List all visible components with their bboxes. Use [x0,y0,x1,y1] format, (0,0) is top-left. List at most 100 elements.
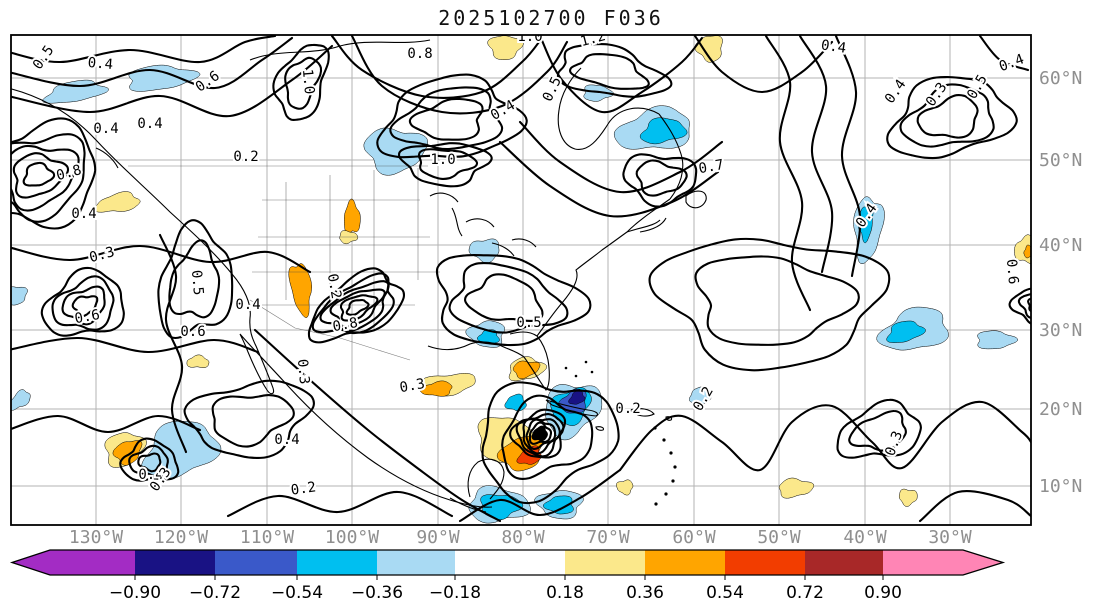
contour-value-label: 0.2 [324,272,344,300]
contour-value-label: 0.2 [233,149,258,165]
contour-ring [329,288,386,328]
contour-ring [648,237,891,372]
contour-ring [1008,287,1031,325]
shaded-patch [11,286,28,306]
contour-ring [51,275,115,331]
contour-value-label: 0.5 [188,269,206,296]
shaded-patch [419,380,453,397]
contour-value-label: 1.0 [430,152,455,168]
contour-ring [481,381,620,505]
coastline-path [685,190,707,209]
contour-ring [11,117,97,230]
contour-ring [848,409,907,452]
colorbar-tick-label: −0.36 [351,583,403,603]
lon-tick-label: 90°W [416,527,460,548]
contour-value-label: 0.7 [697,157,725,177]
contour-ring [531,425,548,442]
contour-ring [119,437,180,482]
lon-tick-label: 30°W [928,527,972,548]
colorbar-segment [883,550,963,575]
colorbar-tick-label: 0.36 [626,583,664,603]
contour-value-label: 0.6 [180,324,205,340]
contour-ring [311,272,395,335]
contour-value-label: 0.4 [882,77,910,107]
island-dot [664,492,668,496]
contour-ring [307,267,405,344]
contour-open-line [226,490,454,518]
coastline-path [628,408,655,417]
colorbar: −0.90 −0.72 −0.54 −0.36 −0.18 0.18 0.36 0.54 0.7… [9,549,1006,603]
contour-open-line [11,44,334,118]
contour-open-line [11,36,294,90]
contour-open-line [330,35,544,99]
contour-lines [11,35,1031,523]
shaded-patch [42,79,109,104]
contour-ring [635,159,688,197]
island-dot [673,465,677,469]
contour-ring [345,298,370,316]
shaded-patch [487,35,524,60]
shaded-patch [11,389,31,411]
contour-open-line [11,244,312,274]
contour-ring [509,408,567,459]
contour-value-label: 0.4 [235,297,260,313]
axis-tick-labels: 130°W 120°W 110°W 100°W 90°W 80°W 70°W 60°W 50°W… [69,68,1082,548]
contour-open-line [498,140,720,218]
shaded-patch [616,479,634,496]
contour-open-line [798,35,834,274]
contour-open-line [834,35,862,278]
colorbar-tick-label: −0.90 [109,583,161,603]
island-dot [671,479,675,483]
contour-open-line [618,400,1031,472]
contour-ring [40,266,125,337]
colorbar-tick-label: −0.54 [271,583,323,603]
contour-value-label: 0.4 [997,51,1026,75]
contour-value-label: 0.4 [820,37,847,56]
lon-tick-label: 40°W [843,527,887,548]
lat-tick-label: 60°N [1039,68,1082,89]
lon-tick-label: 130°W [69,527,123,548]
contour-open-line [518,120,724,194]
contour-ring [284,56,323,110]
lat-tick-label: 50°N [1039,150,1082,171]
contour-ring [12,152,70,199]
lat-tick-label: 20°N [1039,399,1082,420]
shaded-patch [344,198,361,234]
coastline-path [639,217,667,233]
contour-value-label: 0.4 [93,121,118,137]
coastline-path [626,198,671,233]
shaded-patch [543,495,574,515]
colorbar-segment [377,550,455,575]
island-dot [654,502,658,506]
coastline-path [95,147,119,169]
contour-ring [1027,297,1031,313]
contour-ring [22,161,56,187]
contour-ring [569,53,650,90]
contour-value-label: 0.4 [137,116,162,132]
lon-tick-label: 80°W [501,527,545,548]
shaded-patch [94,191,141,213]
contour-ring [528,421,553,445]
contour-open-line [11,35,277,64]
island-dot [590,370,594,374]
contour-value-label: 0.4 [87,55,114,73]
shaded-patch [857,203,874,244]
colorbar-segment [50,550,135,575]
contour-ring [71,295,99,318]
contour-ring [694,255,860,346]
shaded-patch [977,330,1018,350]
contour-open-line [538,35,704,114]
colorbar-outline [9,549,1006,576]
shaded-patch [778,477,815,499]
contour-ring [168,239,221,319]
contour-ring [417,148,479,180]
lon-tick-label: 120°W [154,527,208,548]
contour-ring [137,452,162,473]
contour-open-line [11,414,202,434]
contour-ring [11,144,80,212]
contour-value-label: 0.5 [516,315,541,331]
colorbar-segment [645,550,725,575]
contour-open-line [918,490,1031,523]
contour-ring [622,153,698,208]
